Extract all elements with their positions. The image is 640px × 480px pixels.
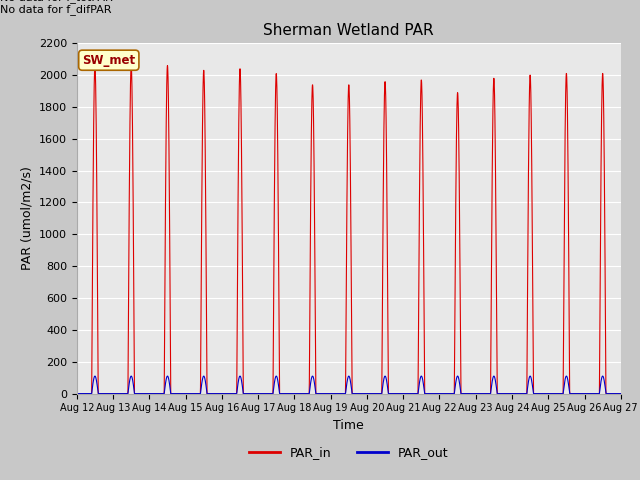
Text: SW_met: SW_met [82, 54, 136, 67]
Title: Sherman Wetland PAR: Sherman Wetland PAR [264, 23, 434, 38]
Text: No data for f_totPAR
No data for f_difPAR: No data for f_totPAR No data for f_difPA… [1, 0, 113, 15]
X-axis label: Time: Time [333, 419, 364, 432]
Y-axis label: PAR (umol/m2/s): PAR (umol/m2/s) [20, 167, 33, 270]
Legend: PAR_in, PAR_out: PAR_in, PAR_out [244, 442, 454, 465]
